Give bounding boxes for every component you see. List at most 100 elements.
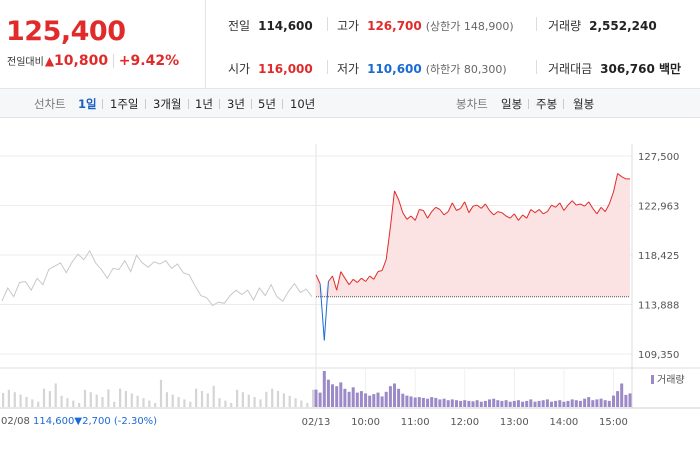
x-tick-label: 14:00 — [549, 417, 578, 428]
candle-weekly[interactable]: 주봉 — [536, 97, 558, 111]
volume-bar — [521, 401, 525, 407]
today-line-segment — [501, 212, 507, 217]
today-line-segment — [468, 205, 474, 213]
today-line-segment — [559, 202, 565, 211]
volume-bar — [376, 392, 380, 407]
prev-volume-bar — [7, 389, 10, 407]
volume-bar — [417, 397, 421, 407]
volume-bar — [413, 397, 417, 407]
today-line-segment — [484, 203, 490, 211]
y-tick-label: 113,888 — [638, 301, 679, 312]
period-1year[interactable]: 1년 — [195, 97, 213, 111]
volume-bar — [591, 400, 595, 407]
volume-bar — [512, 400, 516, 407]
today-line-segment — [604, 203, 610, 212]
volume-bar — [331, 384, 334, 407]
candle-daily[interactable]: 일봉 — [501, 97, 523, 111]
volume-bar — [475, 400, 479, 407]
volume-bar — [554, 400, 558, 407]
volume-bar — [578, 400, 582, 407]
candle-chart-label: 봉차트 — [456, 97, 488, 111]
period-3year[interactable]: 3년 — [227, 97, 245, 111]
today-line-segment — [385, 226, 391, 260]
prev-volume-bar — [66, 398, 69, 407]
period-5year[interactable]: 5년 — [258, 97, 276, 111]
prev-volume-bar — [177, 397, 180, 407]
today-line-segment — [456, 207, 461, 211]
today-line-segment — [443, 211, 449, 216]
price-chart: 127,500 122,963 118,425 113,888 109,350 02/13… — [0, 144, 700, 428]
prev-volume-bar — [271, 388, 274, 407]
period-1week[interactable]: 1주일 — [110, 97, 139, 111]
y-tick-label: 118,425 — [638, 251, 679, 262]
today-line-segment — [451, 202, 457, 211]
volume-bar — [463, 400, 467, 407]
volume-bar — [504, 400, 508, 407]
prev-volume-bar — [306, 403, 309, 407]
x-tick-label: 13:00 — [500, 417, 529, 428]
today-line-segment — [398, 199, 404, 213]
volume-bar — [326, 379, 330, 407]
change-label: 전일대비 — [7, 57, 44, 68]
today-line-segment — [600, 206, 606, 212]
period-10year[interactable]: 10년 — [290, 97, 316, 111]
today-line-segment — [617, 173, 623, 178]
volume-bar — [455, 400, 458, 407]
prev-volume-bar — [224, 400, 227, 407]
volume-bar — [500, 400, 504, 407]
volume-bar — [550, 401, 553, 407]
volume-bar — [537, 400, 541, 407]
volume-bar — [574, 400, 578, 407]
period-3month[interactable]: 3개월 — [153, 97, 182, 111]
volume-bar — [446, 400, 450, 407]
change-value: 10,800 — [54, 53, 109, 69]
today-line-segment — [373, 271, 379, 280]
candle-monthly[interactable]: 월봉 — [573, 97, 595, 111]
stat-volume: 거래량 2,552,240 — [548, 19, 657, 33]
volume-bar — [343, 388, 347, 407]
today-line-segment — [340, 271, 346, 279]
today-line-segment — [410, 215, 416, 221]
today-line-segment — [563, 204, 569, 211]
volume-bar — [339, 382, 343, 407]
prev-volume-bar — [171, 394, 174, 407]
volume-bar — [492, 398, 496, 407]
previous-day-change-rate: (-2.30%) — [113, 416, 158, 427]
volume-bar — [459, 400, 463, 407]
volume-bar — [438, 399, 442, 407]
volume-bar — [351, 387, 355, 407]
prev-volume-bar — [236, 389, 239, 407]
prev-volume-bar — [19, 394, 22, 407]
today-line-segment — [489, 210, 495, 216]
volume-bar — [364, 393, 368, 407]
prev-volume-bar — [13, 392, 16, 407]
today-line-segment — [406, 215, 412, 220]
volume-bar — [322, 371, 326, 407]
x-tick-label: 10:00 — [351, 417, 380, 428]
volume-bar — [368, 395, 372, 407]
period-1day[interactable]: 1일 — [78, 97, 97, 111]
prev-volume-bar — [101, 397, 104, 407]
prev-volume-bar — [124, 391, 127, 407]
today-line-segment — [365, 275, 371, 282]
volume-bar — [401, 393, 405, 407]
today-area-fill — [316, 173, 630, 297]
volume-bar — [450, 399, 454, 407]
chart-grid — [0, 144, 700, 409]
today-line-segment — [518, 214, 523, 221]
volume-bar — [595, 399, 599, 407]
volume-bar — [620, 383, 624, 407]
up-triangle-icon: ▲ — [44, 54, 55, 68]
volume-bar — [347, 391, 351, 407]
volume-bar — [372, 394, 376, 407]
prev-volume-bar — [206, 393, 209, 407]
today-line-segment — [435, 206, 441, 210]
today-line-segment — [422, 210, 429, 219]
today-line-segment — [414, 209, 420, 221]
volume-bar — [612, 395, 615, 407]
today-line-segment — [551, 204, 556, 208]
volume-bar — [533, 401, 537, 407]
volume-bar — [508, 401, 512, 407]
prev-volume-bar — [136, 395, 139, 407]
x-tick-label: 15:00 — [599, 417, 628, 428]
